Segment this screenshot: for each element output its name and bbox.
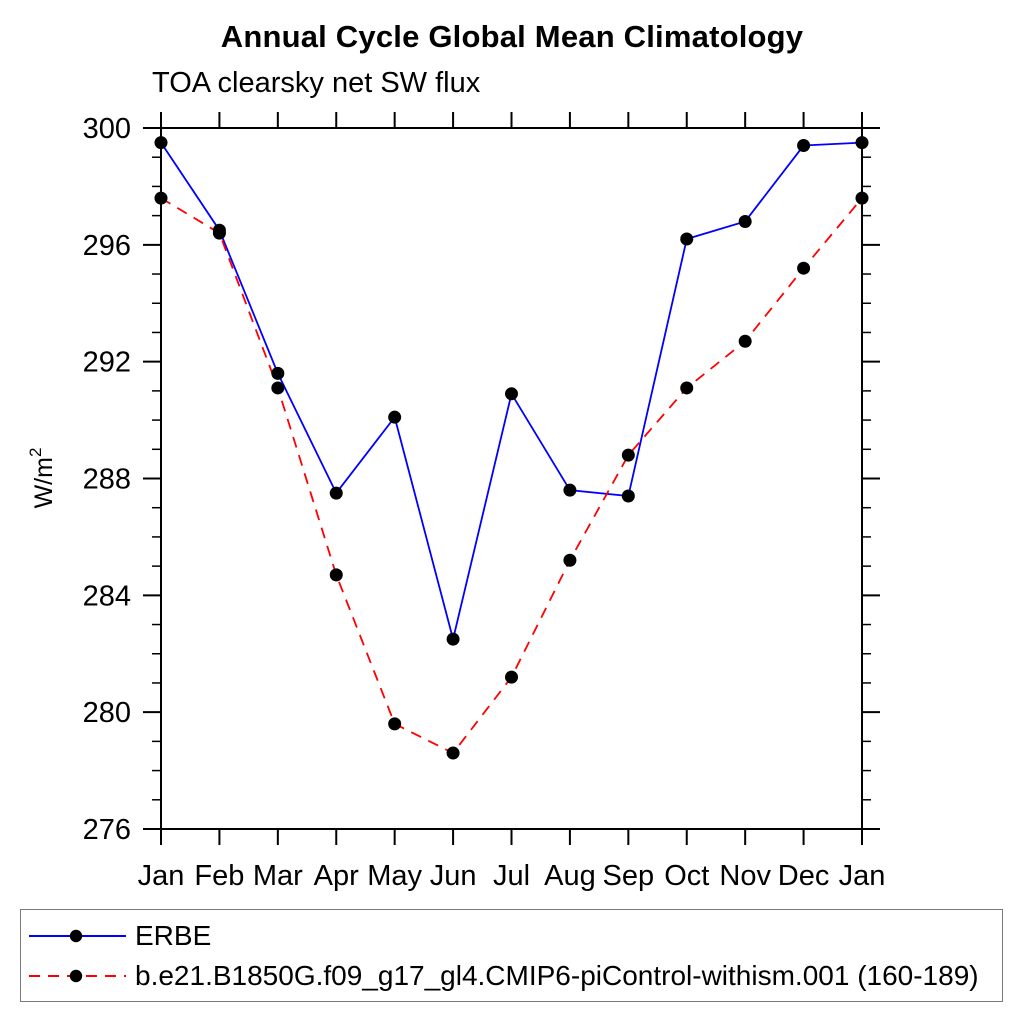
legend-label-model: b.e21.B1850G.f09_g17_gl4.CMIP6-piControl… [135,959,979,991]
y-tick-label: 276 [83,814,131,846]
x-tick-label: Dec [778,860,830,892]
y-tick-label: 296 [83,230,131,262]
data-point-marker [855,136,869,150]
series-line-model [160,197,863,755]
chart-title: Annual Cycle Global Mean Climatology [220,19,804,54]
y-tick-label: 284 [83,580,131,612]
y-axis-label-superscript: 2 [26,448,45,457]
y-axis-label: W/m2 [26,448,58,509]
y-tick-label: 280 [83,697,131,729]
chart-subtitle: TOA clearsky net SW flux [152,67,481,99]
x-tick-label: Jul [493,860,530,892]
x-tick-label: May [367,860,422,892]
y-axis-label-base: W/m [30,457,58,508]
data-point-marker [738,334,752,348]
x-tick-label: Apr [314,860,359,892]
y-tick-label: 292 [83,347,131,379]
data-point-marker [680,381,694,395]
x-tick-label: Feb [194,860,244,892]
x-tick-label: Aug [544,860,596,892]
data-point-marker [797,139,811,153]
data-point-marker [855,191,869,205]
y-tick-label: 288 [83,464,131,496]
legend-item-erbe: ERBE [21,916,1002,956]
data-point-marker [446,632,460,646]
data-point-marker [563,553,577,567]
x-tick-label: Jun [430,860,477,892]
x-tick-label: Jan [138,860,185,892]
x-tick-label: Jan [839,860,886,892]
data-point-marker [388,717,402,731]
x-tick-label: Mar [253,860,303,892]
data-point-marker [271,381,285,395]
data-point-marker [271,366,285,380]
data-point-marker [505,387,518,401]
data-series [154,136,869,760]
legend-marker-dot [69,969,83,982]
legend-swatch-solid-line [29,929,126,942]
data-point-marker [621,448,635,462]
data-point-marker [154,136,168,150]
x-tick-label: Sep [603,860,655,892]
data-point-marker [680,232,694,246]
data-point-marker [446,746,460,760]
data-point-marker [212,226,226,240]
plot-area: Jan Feb Mar Apr May Jun Jul Aug Sep Oct Nov Dec Jan2… [26,112,886,892]
legend-marker-dot [69,929,83,942]
x-tick-label: Oct [664,860,709,892]
axis-labels: Jan Feb Mar Apr May Jun Jul Aug Sep Oct Nov Dec Jan2… [83,113,886,892]
data-point-marker [738,214,752,228]
data-point-marker [563,483,577,497]
data-point-marker [154,191,168,205]
axes [143,112,880,845]
data-point-marker [505,670,518,684]
data-point-marker [329,568,343,582]
x-tick-label: Nov [719,860,771,892]
legend-swatch-dashed-line [29,969,126,982]
legend-box: ERBE b.e21.B1850G.f09_g17_gl4.CMIP6-piCo… [20,909,1003,1002]
data-point-marker [797,261,811,275]
data-point-marker [621,489,635,503]
data-point-marker [388,410,402,424]
legend-item-model: b.e21.B1850G.f09_g17_gl4.CMIP6-piControl… [21,956,1002,996]
legend-label-erbe: ERBE [135,919,212,951]
data-point-marker [329,486,343,500]
y-tick-label: 300 [83,113,131,145]
